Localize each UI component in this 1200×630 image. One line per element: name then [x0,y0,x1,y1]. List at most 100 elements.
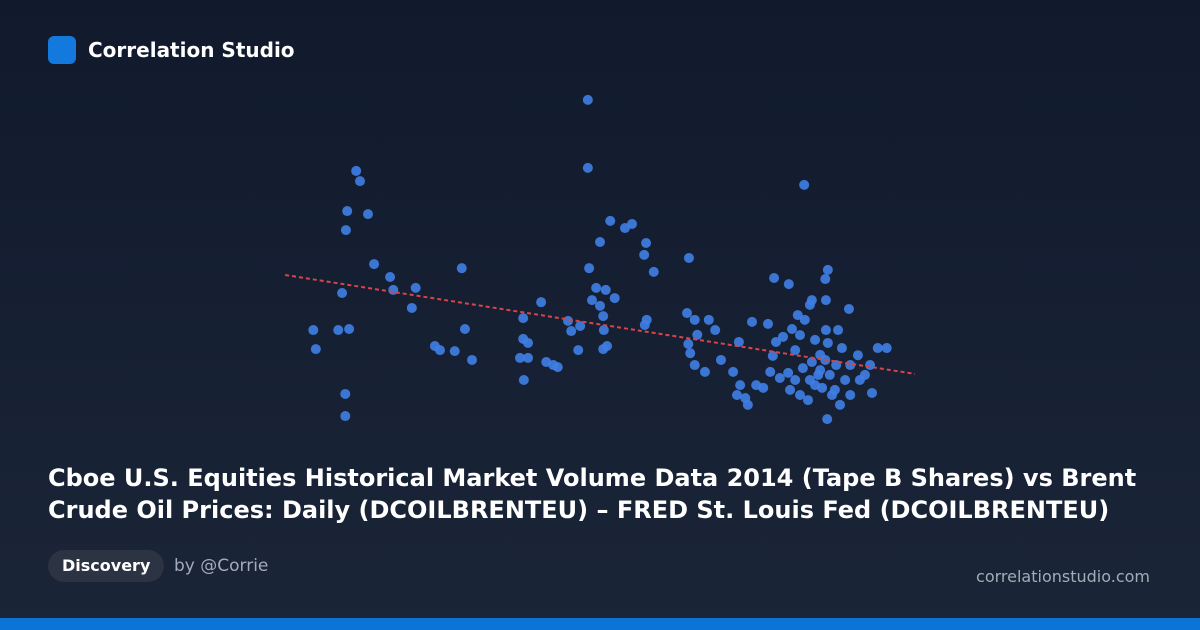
point [783,279,794,290]
point [337,287,348,298]
point [536,297,547,308]
point [467,354,477,365]
point [355,176,365,187]
point [733,336,744,347]
point [881,343,892,354]
point [595,236,605,247]
point [344,324,355,335]
point [340,388,351,399]
point [785,384,796,395]
point [523,352,533,363]
point [598,325,609,336]
point [822,337,833,348]
point [582,162,593,173]
point [385,272,396,282]
point [449,346,460,357]
logo [48,36,76,64]
point [799,314,810,325]
point [591,282,602,293]
point [799,179,810,190]
point [682,308,693,319]
point [804,375,815,386]
point [515,352,525,363]
point [817,382,828,393]
point [552,362,563,373]
point [639,249,650,260]
point [310,344,321,355]
point [683,252,694,263]
point [699,366,710,377]
point [342,206,353,217]
point [728,366,739,377]
point [792,310,803,321]
point [518,313,529,324]
point [369,259,380,270]
point [689,314,700,325]
point [573,345,584,356]
point [308,325,319,336]
point [810,334,821,345]
point [595,300,605,311]
point [351,165,362,176]
point [769,273,780,284]
brand: Correlation Studio [88,38,295,62]
point [763,318,773,329]
point [587,295,597,306]
point [872,343,883,354]
point [584,263,595,274]
point [824,369,835,380]
point [783,367,794,378]
point [836,343,847,354]
point [459,324,470,335]
point [845,389,856,400]
point [710,325,721,336]
point [598,311,609,322]
point [820,274,831,285]
point [795,389,805,400]
chart-title: Cboe U.S. Equities Historical Market Vol… [48,464,1137,524]
trendline [284,273,916,375]
point [852,350,863,361]
accent-bar [0,618,1200,630]
scatter-plot [284,94,916,425]
point [867,387,877,398]
point [609,293,620,304]
point [822,264,833,275]
point [406,302,417,313]
site-url[interactable]: correlationstudio.com [976,567,1150,586]
point [566,326,577,337]
tag[interactable]: Discovery [48,550,165,582]
point [771,336,781,347]
point [822,414,833,425]
point [840,375,851,386]
point [795,330,805,341]
point [765,366,776,377]
point [813,369,824,380]
point [820,295,831,306]
point [363,209,373,220]
point [340,225,351,236]
point [575,320,586,331]
point [827,389,837,400]
point [518,375,529,386]
point [747,316,757,327]
point [797,363,808,374]
point [523,337,533,348]
point [333,325,344,336]
point [598,344,609,355]
author[interactable]: by @Corrie [174,556,269,576]
point [865,360,876,371]
point [648,266,659,277]
point [767,350,778,361]
point [803,395,813,406]
point [854,375,865,386]
point [683,338,694,349]
point [582,94,593,105]
point [806,295,817,306]
point [774,372,785,383]
point [435,345,445,356]
point [731,389,742,400]
point [787,324,797,335]
point [806,357,817,367]
